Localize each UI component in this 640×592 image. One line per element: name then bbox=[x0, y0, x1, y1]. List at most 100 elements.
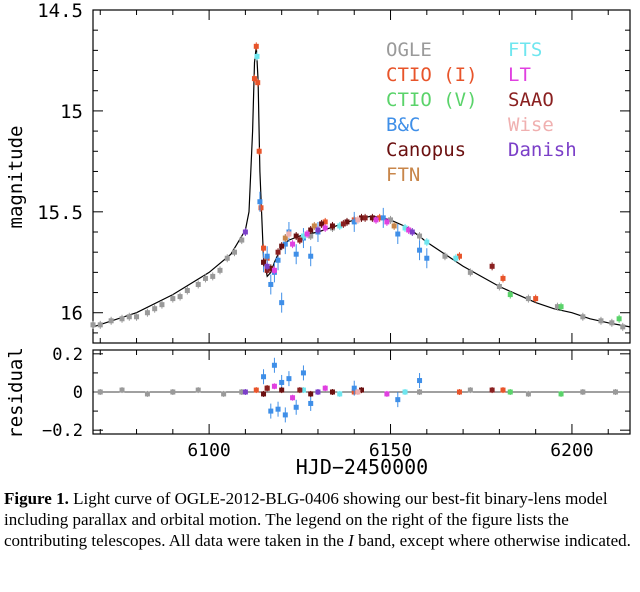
data-point bbox=[329, 389, 335, 395]
data-point bbox=[239, 389, 245, 395]
data-point bbox=[279, 387, 285, 393]
data-point bbox=[409, 229, 415, 235]
data-point bbox=[293, 404, 299, 410]
data-point bbox=[467, 269, 473, 275]
data-point bbox=[90, 322, 96, 328]
data-point bbox=[144, 310, 150, 316]
data-point bbox=[282, 241, 288, 247]
data-point bbox=[268, 265, 274, 271]
legend-entry: SAAO bbox=[508, 89, 554, 111]
data-point bbox=[286, 376, 292, 382]
data-point bbox=[598, 318, 604, 324]
data-point bbox=[417, 378, 423, 384]
legend-entry: Wise bbox=[508, 114, 554, 136]
legend-entry: Canopus bbox=[386, 139, 466, 161]
data-point bbox=[424, 255, 430, 261]
data-point bbox=[264, 253, 270, 259]
data-point bbox=[184, 288, 190, 294]
data-point bbox=[108, 318, 114, 324]
data-point bbox=[525, 391, 531, 397]
data-point bbox=[271, 267, 277, 273]
data-point bbox=[373, 217, 379, 223]
data-point bbox=[152, 306, 158, 312]
data-point bbox=[264, 263, 270, 269]
data-point bbox=[232, 249, 238, 255]
data-point bbox=[258, 205, 264, 211]
data-point bbox=[417, 389, 423, 395]
data-point bbox=[388, 217, 394, 223]
y-tick-label: 15 bbox=[60, 101, 83, 123]
x-tick-label: 6200 bbox=[550, 440, 593, 461]
data-point bbox=[97, 389, 103, 395]
data-point bbox=[351, 385, 357, 391]
light-curve-figure: 14.5 15 15.5 16 OGLE CTIO (I) CTIO (V) B&C Cano… bbox=[5, 0, 631, 479]
data-point bbox=[261, 374, 267, 380]
data-point bbox=[417, 247, 423, 253]
data-point bbox=[177, 294, 183, 300]
data-point bbox=[268, 281, 274, 287]
data-point bbox=[442, 253, 448, 259]
data-point bbox=[253, 43, 259, 49]
data-point bbox=[337, 223, 343, 229]
data-point bbox=[126, 314, 132, 320]
data-point bbox=[500, 275, 506, 281]
data-point bbox=[319, 221, 325, 227]
data-point bbox=[261, 391, 267, 397]
data-point bbox=[395, 397, 401, 403]
main-panel-ticks: 14.5 15 15.5 16 bbox=[37, 0, 630, 343]
y-tick-label: −0.2 bbox=[42, 421, 83, 441]
data-point bbox=[351, 219, 357, 225]
y-axis-label-magnitude: magnitude bbox=[5, 126, 27, 229]
y-tick-label: 16 bbox=[60, 303, 83, 325]
data-point bbox=[159, 302, 165, 308]
data-point bbox=[377, 215, 383, 221]
data-point bbox=[293, 251, 299, 257]
data-point bbox=[279, 379, 285, 385]
data-point bbox=[424, 239, 430, 245]
y-tick-label: 0.2 bbox=[52, 345, 83, 365]
data-point bbox=[362, 215, 368, 221]
legend: OGLE CTIO (I) CTIO (V) B&C Canopus FTN FTS LT SA… bbox=[386, 39, 577, 186]
data-point bbox=[402, 389, 408, 395]
y-tick-label: 14.5 bbox=[37, 0, 83, 22]
model-curve-line bbox=[92, 46, 631, 328]
y-tick-label: 15.5 bbox=[37, 202, 83, 224]
data-point bbox=[308, 400, 314, 406]
data-point bbox=[242, 389, 248, 395]
data-point bbox=[144, 391, 150, 397]
residual-data-points bbox=[97, 357, 618, 423]
data-point bbox=[293, 233, 299, 239]
y-axis-label-residual: residual bbox=[5, 347, 27, 439]
data-point bbox=[315, 227, 321, 233]
data-point bbox=[344, 219, 350, 225]
data-point bbox=[533, 296, 539, 302]
legend-entry: LT bbox=[508, 64, 531, 86]
data-point bbox=[256, 148, 262, 154]
data-point bbox=[119, 316, 125, 322]
main-panel-frame bbox=[92, 9, 631, 344]
data-point bbox=[359, 387, 364, 393]
data-point bbox=[257, 199, 263, 205]
data-point bbox=[620, 324, 626, 330]
data-point bbox=[297, 237, 303, 243]
data-point bbox=[271, 383, 277, 389]
data-point bbox=[264, 267, 270, 273]
caption-italic-band: I bbox=[348, 531, 354, 550]
data-point bbox=[224, 255, 230, 261]
data-point bbox=[453, 255, 459, 261]
data-point bbox=[384, 391, 390, 397]
data-point bbox=[525, 296, 531, 302]
data-point bbox=[467, 387, 473, 393]
data-point bbox=[340, 221, 346, 227]
data-point bbox=[251, 76, 257, 82]
data-point bbox=[202, 275, 208, 281]
data-point bbox=[315, 389, 321, 395]
data-point bbox=[384, 219, 390, 225]
data-point bbox=[279, 300, 285, 306]
data-point bbox=[264, 385, 270, 391]
data-point bbox=[507, 389, 513, 395]
data-point bbox=[210, 273, 216, 279]
data-point bbox=[282, 412, 288, 418]
data-point bbox=[271, 362, 277, 368]
data-point bbox=[369, 215, 375, 221]
